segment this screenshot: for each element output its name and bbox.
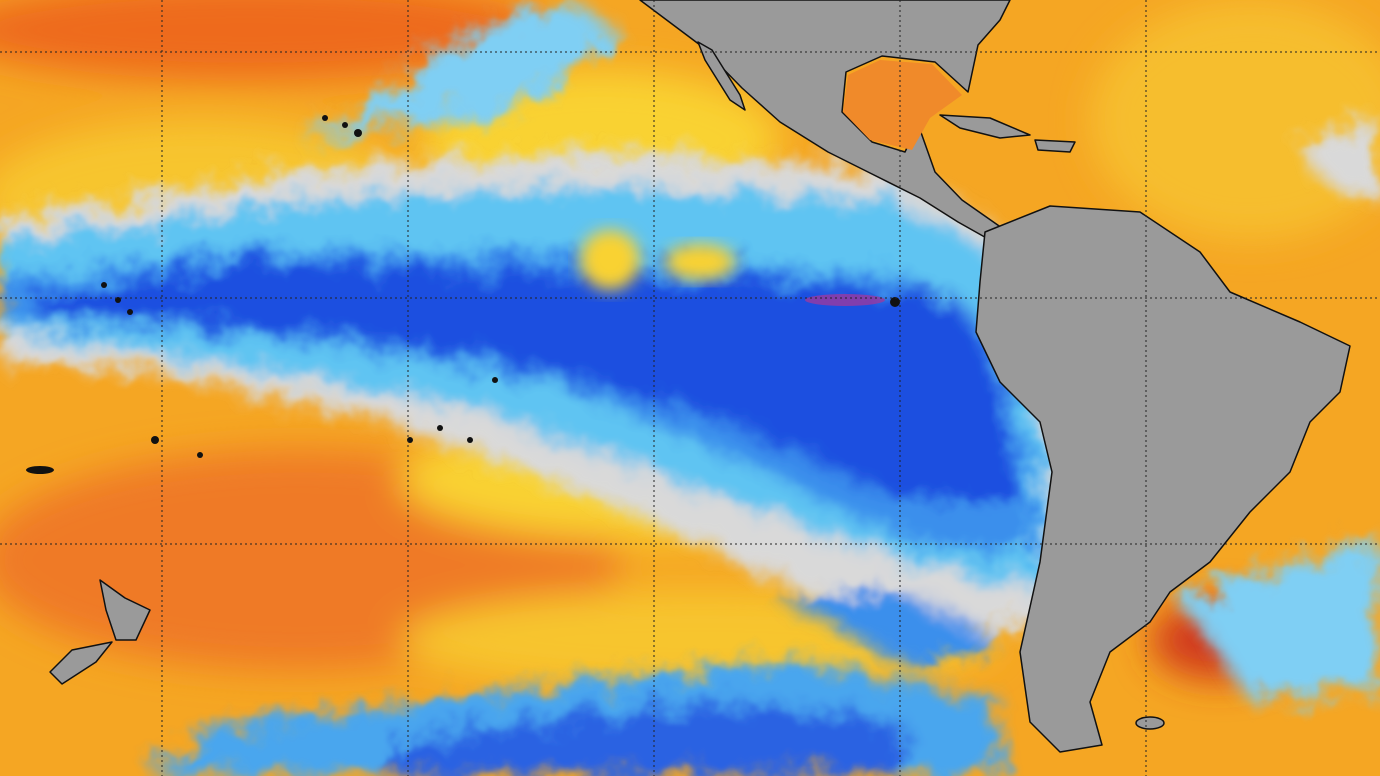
island: [492, 377, 498, 383]
north-central-america: [639, 0, 1011, 241]
new-zealand-north: [99, 579, 151, 641]
island: [151, 436, 159, 444]
galapagos: [890, 297, 900, 307]
falklands: [1135, 716, 1165, 730]
island: [342, 122, 348, 128]
baja-california: [697, 41, 746, 111]
land: [49, 0, 1351, 753]
island: [101, 282, 107, 288]
island: [354, 129, 362, 137]
island: [467, 437, 473, 443]
island: [437, 425, 443, 431]
warm-spot: [805, 294, 885, 306]
warm-eddy: [580, 230, 640, 290]
islands: [26, 115, 900, 474]
new-zealand-south: [49, 641, 113, 685]
island: [197, 452, 203, 458]
warm-eddy: [665, 244, 735, 280]
hispaniola: [1034, 139, 1076, 153]
south-america: [975, 205, 1351, 753]
island: [322, 115, 328, 121]
gulf-of-mexico: [843, 60, 962, 150]
cuba: [939, 114, 1031, 139]
island: [26, 466, 54, 474]
island: [127, 309, 133, 315]
